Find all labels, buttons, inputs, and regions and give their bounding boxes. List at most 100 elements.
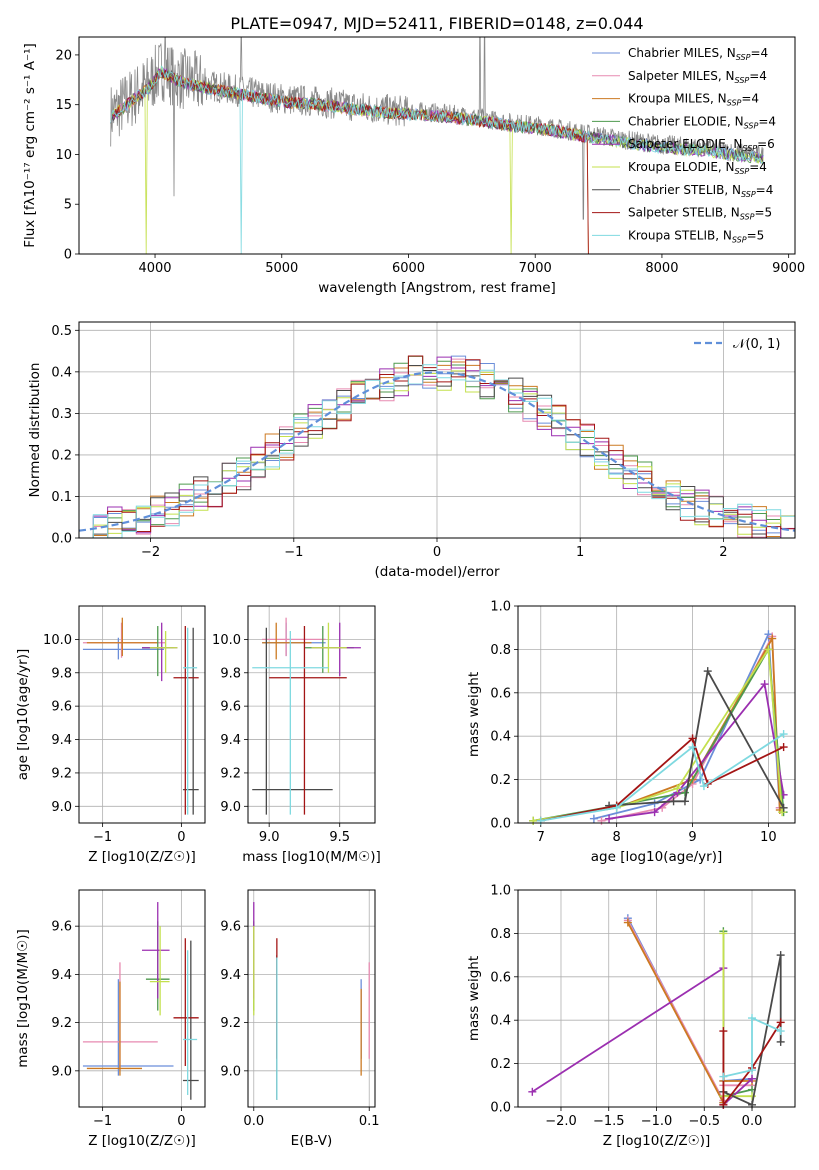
panel-age-vs-mass: 9.0 9.5 9.0 9.2 9.4 9.6 9.8 10.0 mass [log10(M/M… — [212, 605, 381, 865]
x-tick-label: −2.0 — [545, 1114, 577, 1129]
x-tick-label: 4000 — [138, 261, 171, 276]
figure-title: PLATE=0947, MJD=52411, FIBERID=0148, z=0… — [230, 14, 643, 33]
x-tick-label: 5000 — [265, 261, 298, 276]
legend-label: Salpeter STELIB, NSSP=5 — [628, 206, 772, 222]
x-tick-label: 1 — [576, 545, 584, 560]
x-axis-label: Z [log10(Z/Z☉)] — [603, 1133, 711, 1149]
y-tick-label: 1.0 — [490, 884, 511, 899]
axes-frame — [247, 605, 376, 824]
x-tick-label: 0.1 — [359, 1114, 380, 1129]
y-tick-label: 0.4 — [490, 1014, 511, 1029]
y-tick-label: 10.0 — [212, 633, 241, 648]
y-tick-label: 1.0 — [490, 600, 511, 615]
histogram-step — [79, 355, 795, 539]
data-spectrum — [110, 36, 764, 220]
y-tick-label: 9.2 — [51, 766, 72, 781]
x-tick-label: 7000 — [519, 261, 552, 276]
y-tick-label: 9.6 — [220, 700, 241, 715]
panel-massweight-vs-Z: −2.0 −1.5 −1.0 −0.5 0.0 0.0 0.2 0.4 0.6 0.8 1.0 Z [… — [466, 884, 796, 1149]
y-tick-label: 20 — [55, 48, 72, 63]
y-tick-label: 9.6 — [220, 920, 241, 935]
y-tick-label: 0.2 — [490, 773, 511, 788]
mass-weight-line — [601, 633, 781, 822]
y-tick-label: 10 — [55, 148, 72, 163]
y-tick-label: 9.6 — [51, 700, 72, 715]
y-tick-label: 9.4 — [220, 968, 241, 983]
x-tick-label: −1.0 — [641, 1114, 673, 1129]
x-tick-label: −1 — [93, 1114, 112, 1129]
y-tick-label: 9.4 — [51, 968, 72, 983]
y-tick-label: 0.8 — [490, 927, 511, 942]
y-tick-label: 0.0 — [490, 817, 511, 832]
legend-label: Salpeter ELODIE, NSSP=6 — [628, 137, 775, 153]
panels: 4000 5000 6000 7000 8000 900005101520waveleng… — [15, 36, 805, 1149]
y-tick-label: 9.8 — [51, 666, 72, 681]
x-tick-label: 0.0 — [243, 1114, 264, 1129]
y-axis-label: Flux [fλ10⁻¹⁷ erg cm⁻² s⁻¹ A⁻¹] — [22, 43, 38, 248]
legend-label: Chabrier ELODIE, NSSP=4 — [628, 114, 776, 130]
y-tick-label: 9.0 — [51, 1064, 72, 1079]
x-tick-label: 0 — [177, 830, 185, 845]
legend-label: Kroupa ELODIE, NSSP=4 — [628, 160, 767, 176]
mass-weight-line — [723, 1016, 782, 1078]
y-tick-label: 9.4 — [51, 733, 72, 748]
legend-label: Chabrier STELIB, NSSP=4 — [628, 183, 773, 199]
axes-frame — [517, 889, 796, 1108]
x-axis-label: mass [log10(M/M☉)] — [242, 849, 381, 865]
x-tick-label: 9 — [688, 830, 696, 845]
x-tick-label: −2 — [141, 545, 160, 560]
normal-curve — [78, 371, 796, 532]
mass-weight-line — [531, 966, 753, 1107]
legend-label: 𝒩(0, 1) — [733, 337, 780, 352]
y-tick-label: 10.0 — [43, 633, 72, 648]
x-tick-label: −1 — [284, 545, 303, 560]
y-tick-label: 0.6 — [490, 686, 511, 701]
x-tick-label: 9.0 — [259, 830, 280, 845]
y-tick-label: 9.2 — [220, 1016, 241, 1031]
x-tick-label: −1 — [93, 830, 112, 845]
panel-age-vs-Z: −1 0 9.0 9.2 9.4 9.6 9.8 10.0 Z [log10(Z/Z☉)] age… — [15, 605, 206, 865]
x-tick-label: 0 — [177, 1114, 185, 1129]
y-tick-label: 0.6 — [490, 970, 511, 985]
axes-frame — [78, 889, 206, 1108]
x-tick-label: 7 — [537, 830, 545, 845]
axes-frame — [78, 605, 206, 824]
panel-mass-vs-Z: −1 0 9.0 9.2 9.4 9.6 Z [log10(Z/Z☉)] mass [log1… — [15, 889, 206, 1149]
x-tick-label: 0.0 — [742, 1114, 763, 1129]
y-axis-label: Normed distribution — [27, 363, 43, 498]
y-tick-label: 9.0 — [220, 800, 241, 815]
model-spectrum — [110, 65, 764, 255]
model-spectrum — [110, 70, 590, 255]
y-tick-label: 15 — [55, 98, 72, 113]
panel-massweight-vs-age: 7 8 9 10 0.0 0.2 0.4 0.6 0.8 1.0 age [log10(age/yr… — [466, 600, 796, 865]
mass-weight-line — [533, 646, 783, 822]
axes-frame — [247, 889, 376, 1108]
x-tick-label: 9000 — [772, 261, 805, 276]
y-tick-label: 9.0 — [220, 1064, 241, 1079]
x-tick-label: 6000 — [392, 261, 425, 276]
x-axis-label: Z [log10(Z/Z☉)] — [88, 849, 196, 865]
x-tick-label: 8 — [613, 830, 621, 845]
mass-weight-line — [722, 1021, 782, 1108]
x-tick-label: 9.5 — [329, 830, 350, 845]
y-tick-label: 0.8 — [490, 643, 511, 658]
mass-weight-line — [627, 922, 752, 1104]
y-tick-label: 0.5 — [51, 324, 72, 339]
y-tick-label: 0.0 — [51, 532, 72, 547]
panel-residuals: −2 −1 0 1 2 0.0 0.1 0.2 0.3 0.4 0.5 (data-model)/er… — [27, 321, 796, 580]
legend-label: Kroupa MILES, NSSP=4 — [628, 92, 759, 108]
y-tick-label: 9.8 — [220, 666, 241, 681]
y-tick-label: 0.2 — [51, 448, 72, 463]
model-spectrum — [110, 69, 590, 255]
panel-mass-vs-ebv: 0.0 0.1 9.0 9.2 9.4 9.6 E(B-V) — [220, 889, 380, 1149]
y-tick-label: 0.2 — [490, 1057, 511, 1072]
y-tick-label: 9.6 — [51, 920, 72, 935]
y-tick-label: 0.4 — [490, 730, 511, 745]
y-tick-label: 0.0 — [490, 1101, 511, 1116]
mass-weight-line — [723, 954, 782, 1107]
x-tick-label: 8000 — [645, 261, 678, 276]
x-axis-label: (data-model)/error — [374, 564, 500, 580]
x-axis-label: wavelength [Angstrom, rest frame] — [318, 280, 556, 296]
y-axis-label: age [log10(age/yr)] — [15, 649, 31, 781]
